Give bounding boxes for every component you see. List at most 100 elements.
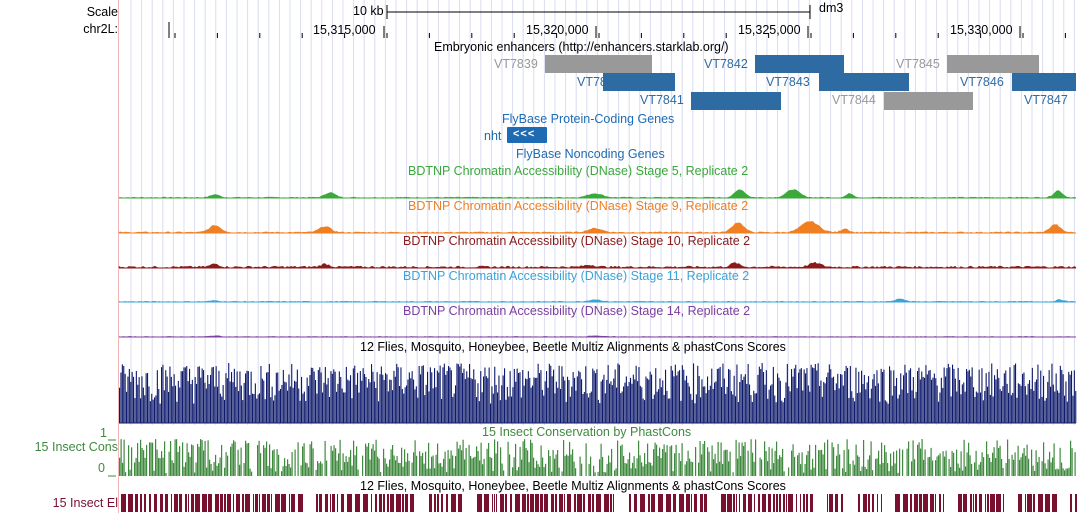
insect-cons-bar[interactable] [309,444,311,476]
multiz-bar[interactable] [736,364,738,423]
insect-cons-bar[interactable] [765,451,767,476]
insect-cons-bar[interactable] [930,447,932,476]
multiz-bar[interactable] [568,380,570,423]
multiz-bar[interactable] [723,378,725,423]
multiz-bar[interactable] [312,367,314,423]
multiz-bar[interactable] [781,400,783,423]
insect-cons-bar[interactable] [965,466,967,476]
insect-cons-bar[interactable] [891,465,893,476]
multiz-bar[interactable] [666,390,668,423]
multiz-bar[interactable] [861,370,863,423]
insect-cons-bar[interactable] [636,458,638,476]
insect-cons-bar[interactable] [894,463,896,476]
insect-element-block[interactable] [679,494,684,512]
multiz-bar[interactable] [543,395,545,423]
insect-element-block[interactable] [337,494,338,512]
multiz-bar[interactable] [485,376,487,423]
insect-element-block[interactable] [496,494,497,512]
insect-element-block[interactable] [863,494,867,512]
multiz-bar[interactable] [599,403,601,423]
multiz-bar[interactable] [410,378,412,423]
insect-element-block[interactable] [754,494,755,512]
insect-cons-bar[interactable] [123,439,125,476]
insect-cons-bar[interactable] [996,440,998,476]
insect-element-block[interactable] [923,494,928,512]
insect-cons-bar[interactable] [875,458,877,476]
insect-element-block[interactable] [629,494,631,512]
multiz-bar[interactable] [560,388,562,423]
insect-cons-bar[interactable] [768,447,770,476]
multiz-bar[interactable] [462,372,464,423]
multiz-bar[interactable] [203,370,205,423]
insect-cons-bar[interactable] [533,457,535,476]
insect-element-block[interactable] [375,494,377,512]
multiz-bar[interactable] [226,378,228,423]
insect-cons-bar[interactable] [249,468,251,476]
multiz-bar[interactable] [400,367,402,423]
multiz-bar[interactable] [379,374,381,423]
insect-cons-bar[interactable] [492,470,494,476]
insect-cons-bar[interactable] [393,455,395,476]
insect-element-block[interactable] [128,494,133,512]
insect-cons-bar[interactable] [324,440,326,476]
insect-cons-bar[interactable] [366,446,368,476]
multiz-bar[interactable] [610,381,612,423]
multiz-bar[interactable] [288,374,290,423]
multiz-bar[interactable] [821,396,823,423]
multiz-bar[interactable] [442,367,444,423]
insect-cons-bar[interactable] [1049,451,1051,476]
insect-cons-bar[interactable] [413,452,415,476]
multiz-bar[interactable] [809,391,811,423]
insect-cons-bar[interactable] [395,460,397,476]
insect-cons-bar[interactable] [1028,458,1030,476]
multiz-bar[interactable] [540,370,542,423]
multiz-bar[interactable] [656,391,658,423]
insect-cons-bar[interactable] [179,446,181,476]
insect-element-block[interactable] [733,494,735,512]
insect-cons-bar[interactable] [653,449,655,476]
insect-cons-bar[interactable] [864,466,866,476]
insect-cons-bar[interactable] [362,455,364,476]
insect-cons-bar[interactable] [615,468,617,476]
multiz-bar[interactable] [190,384,192,423]
multiz-bar[interactable] [427,371,429,423]
insect-element-block[interactable] [914,494,918,512]
insect-cons-bar[interactable] [432,455,434,476]
multiz-bar[interactable] [364,373,366,423]
multiz-bar[interactable] [876,370,878,423]
multiz-bar[interactable] [231,372,233,423]
multiz-bar[interactable] [362,368,364,423]
insect-cons-bar[interactable] [603,471,605,476]
insect-cons-bar[interactable] [177,452,179,476]
insect-cons-bar[interactable] [1035,450,1037,476]
insect-el-track-title[interactable]: 12 Flies, Mosquito, Honeybee, Beetle Mul… [360,479,786,493]
multiz-bar[interactable] [1048,370,1050,423]
multiz-bar[interactable] [782,402,784,423]
insect-cons-bar[interactable] [726,449,728,476]
multiz-bar[interactable] [245,373,247,423]
insect-cons-bar[interactable] [644,453,646,476]
insect-cons-bar[interactable] [1050,462,1052,476]
multiz-bar[interactable] [779,380,781,423]
insect-cons-bar[interactable] [998,447,1000,476]
multiz-bar[interactable] [530,387,532,423]
multiz-bar[interactable] [728,369,730,423]
insect-cons-bar[interactable] [890,453,892,476]
insect-cons-bar[interactable] [632,462,634,476]
insect-cons-bar[interactable] [623,455,625,476]
multiz-bar[interactable] [196,383,198,423]
insect-cons-bar[interactable] [863,440,865,476]
multiz-bar[interactable] [254,383,256,423]
multiz-track-title[interactable]: 12 Flies, Mosquito, Honeybee, Beetle Mul… [360,340,786,354]
insect-element-block[interactable] [188,494,189,512]
insect-element-block[interactable] [500,494,504,512]
multiz-bar[interactable] [950,396,952,423]
insect-element-block[interactable] [841,494,843,512]
insect-cons-bar[interactable] [1037,462,1039,476]
multiz-bar[interactable] [456,363,458,423]
multiz-bar[interactable] [345,366,347,423]
multiz-bar[interactable] [205,388,207,423]
multiz-bar[interactable] [320,372,322,423]
insect-cons-bar[interactable] [489,456,491,476]
multiz-bar[interactable] [450,370,452,423]
